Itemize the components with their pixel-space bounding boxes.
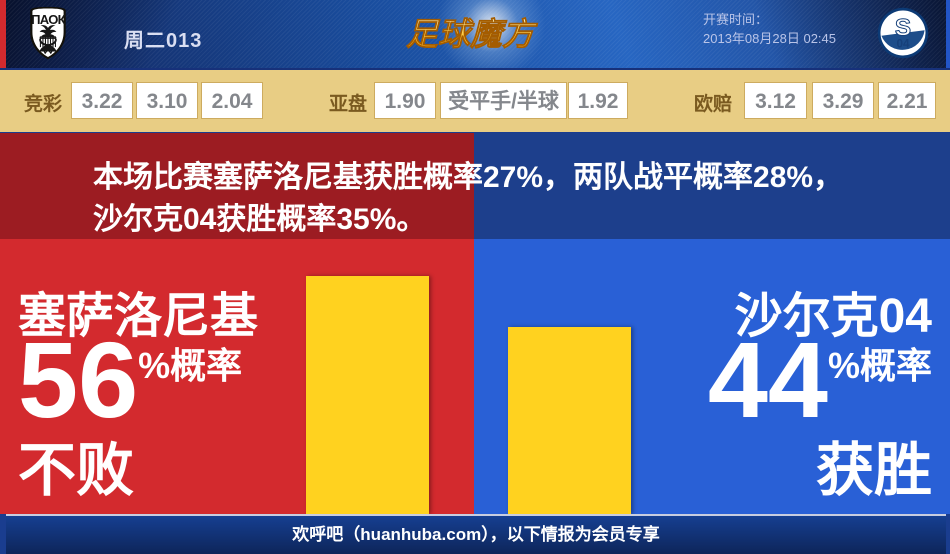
svg-text:ПАОК: ПАОК (31, 12, 66, 27)
svg-text:04: 04 (896, 37, 910, 50)
svg-text:足球魔方: 足球魔方 (406, 16, 538, 52)
